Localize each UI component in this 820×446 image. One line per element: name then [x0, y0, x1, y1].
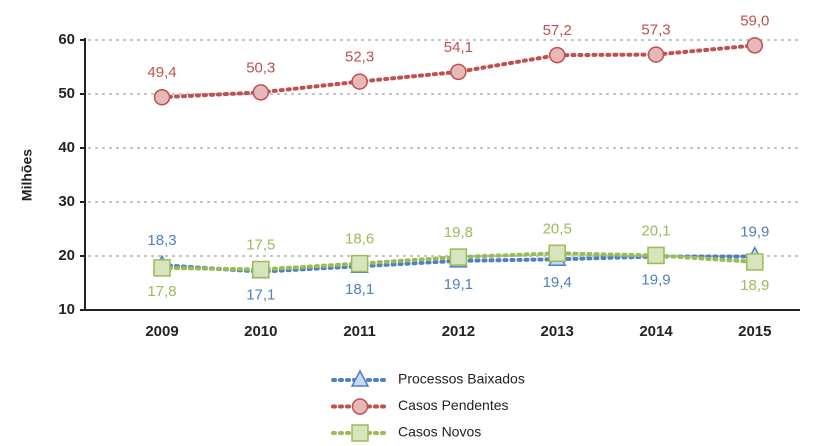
- data-label: 18,9: [740, 277, 769, 294]
- x-tick-label: 2014: [639, 323, 673, 340]
- data-label: 17,8: [147, 283, 176, 300]
- legend-marker: [351, 398, 369, 415]
- legend-label: Casos Pendentes: [398, 397, 509, 413]
- y-tick-label: 50: [58, 85, 75, 102]
- y-tick-label: 20: [58, 247, 75, 264]
- y-tick-label: 60: [58, 31, 75, 48]
- y-axis-label: Milhões: [19, 149, 35, 201]
- data-label: 19,9: [740, 224, 769, 241]
- data-point: [252, 84, 270, 101]
- data-label: 19,4: [543, 274, 572, 291]
- data-label: 18,6: [345, 231, 374, 248]
- y-tick-label: 30: [58, 193, 75, 210]
- legend-label: Casos Novos: [398, 424, 481, 440]
- y-tick-label: 10: [58, 301, 75, 318]
- data-label: 18,3: [147, 232, 176, 249]
- data-point: [153, 88, 171, 106]
- data-label: 20,1: [641, 222, 670, 239]
- x-tick-label: 2012: [442, 323, 475, 340]
- data-point: [647, 46, 665, 63]
- legend-label: Processos Baixados: [398, 371, 525, 387]
- data-point: [548, 244, 566, 263]
- data-point: [351, 73, 368, 90]
- x-tick-label: 2015: [738, 323, 771, 340]
- data-point: [350, 254, 369, 273]
- x-tick-label: 2010: [244, 323, 277, 340]
- data-label: 18,1: [345, 281, 374, 298]
- x-tick-label: 2009: [145, 323, 178, 340]
- legend-marker: [350, 369, 370, 387]
- data-point: [450, 63, 467, 81]
- data-point: [449, 248, 468, 266]
- data-label: 59,0: [740, 12, 769, 29]
- data-label: 52,3: [345, 49, 374, 66]
- data-label: 57,2: [543, 22, 572, 39]
- data-label: 49,4: [147, 64, 176, 81]
- data-label: 50,3: [246, 59, 275, 76]
- legend-marker: [351, 424, 369, 442]
- data-label: 57,3: [641, 22, 670, 39]
- data-label: 19,1: [444, 276, 473, 293]
- data-point: [746, 253, 764, 271]
- data-point: [252, 260, 270, 279]
- data-label: 20,5: [543, 220, 572, 237]
- x-tick-label: 2011: [343, 323, 376, 340]
- y-tick-label: 40: [58, 139, 75, 156]
- data-label: 17,5: [246, 236, 275, 253]
- data-point: [647, 246, 665, 265]
- data-label: 19,8: [444, 224, 473, 241]
- data-label: 19,9: [641, 272, 670, 289]
- data-label: 54,1: [444, 39, 473, 56]
- data-point: [153, 259, 171, 277]
- data-label: 17,1: [246, 287, 275, 304]
- data-point: [548, 46, 566, 64]
- x-tick-label: 2013: [541, 323, 574, 340]
- data-point: [746, 37, 764, 54]
